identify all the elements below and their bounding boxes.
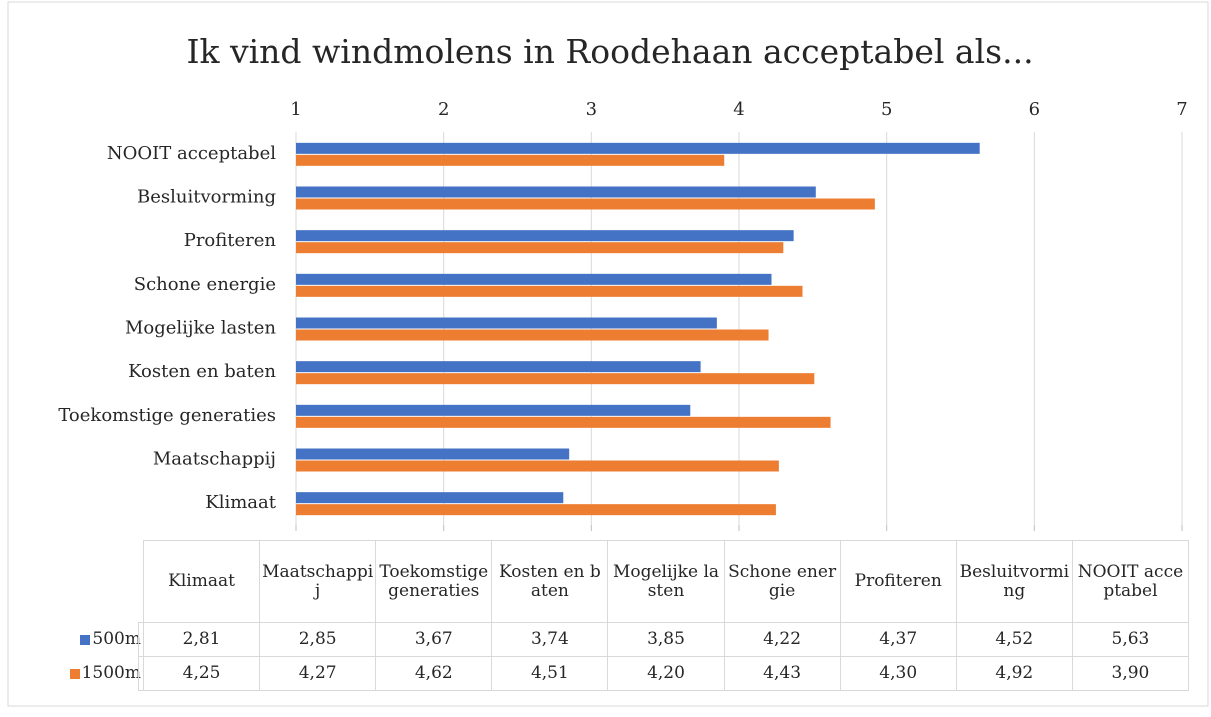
bar bbox=[296, 230, 794, 242]
legend-swatch bbox=[69, 668, 80, 679]
table-cell: 4,43 bbox=[723, 656, 841, 691]
y-tick-label: NOOIT acceptabel bbox=[107, 143, 276, 164]
x-tick-label: 7 bbox=[1176, 99, 1187, 120]
table-header: Schone energie bbox=[723, 540, 841, 623]
table-cell: 4,51 bbox=[491, 656, 609, 691]
y-tick-label: Toekomstige generaties bbox=[58, 405, 276, 426]
legend-swatch bbox=[80, 634, 91, 645]
x-tick-label: 1 bbox=[290, 99, 301, 120]
legend-label: 1500m bbox=[81, 663, 141, 683]
bar bbox=[296, 186, 816, 198]
table-cell: 4,52 bbox=[955, 622, 1073, 657]
y-tick-label: Klimaat bbox=[205, 492, 276, 513]
bar bbox=[296, 285, 803, 297]
table-header: Mogelijke lasten bbox=[607, 540, 725, 623]
x-tick-label: 2 bbox=[438, 99, 449, 120]
bar bbox=[296, 317, 717, 329]
bar bbox=[296, 142, 980, 154]
bar bbox=[296, 361, 701, 373]
x-tick-label: 3 bbox=[586, 99, 597, 120]
bar bbox=[296, 154, 725, 166]
table-cell: 4,22 bbox=[723, 622, 841, 657]
y-tick-label: Mogelijke lasten bbox=[125, 318, 276, 339]
table-cell: 4,30 bbox=[839, 656, 957, 691]
y-tick-label: Profiteren bbox=[184, 230, 277, 251]
table-cell: 2,81 bbox=[143, 622, 261, 657]
bar bbox=[296, 373, 815, 385]
y-tick-label: Schone energie bbox=[134, 274, 276, 295]
x-tick-label: 5 bbox=[881, 99, 892, 120]
table-cell: 3,74 bbox=[491, 622, 609, 657]
chart-title: Ik vind windmolens in Roodehaan acceptab… bbox=[186, 32, 1033, 71]
bar bbox=[296, 416, 831, 428]
y-tick-label: Besluitvorming bbox=[137, 187, 276, 208]
table-header: Kosten en baten bbox=[491, 540, 609, 623]
y-tick-label: Kosten en baten bbox=[128, 361, 276, 382]
legend-label: 500m bbox=[92, 629, 141, 649]
bar bbox=[296, 198, 875, 210]
bar bbox=[296, 448, 570, 460]
table-header: Toekomstige generaties bbox=[375, 540, 493, 623]
bar bbox=[296, 492, 564, 504]
table-header: Besluitvorming bbox=[955, 540, 1073, 623]
table-cell: 4,62 bbox=[375, 656, 493, 691]
chart-border bbox=[7, 1, 1209, 707]
table-header: NOOIT acceptabel bbox=[1071, 540, 1189, 623]
table-cell: 3,67 bbox=[375, 622, 493, 657]
legend-entry: 1500m bbox=[20, 656, 143, 691]
table-header: Klimaat bbox=[143, 540, 261, 623]
bar bbox=[296, 460, 779, 472]
x-tick-label: 4 bbox=[733, 99, 744, 120]
table-cell: 4,37 bbox=[839, 622, 957, 657]
table-cell: 3,90 bbox=[1071, 656, 1189, 691]
table-cell: 4,92 bbox=[955, 656, 1073, 691]
row-border bbox=[138, 656, 144, 691]
table-cell: 5,63 bbox=[1071, 622, 1189, 657]
bar bbox=[296, 404, 691, 416]
table-cell: 4,25 bbox=[143, 656, 261, 691]
legend-entry: 500m bbox=[20, 622, 143, 657]
bar bbox=[296, 329, 769, 341]
table-cell: 4,20 bbox=[607, 656, 725, 691]
bar bbox=[296, 273, 772, 285]
x-tick-label: 6 bbox=[1029, 99, 1040, 120]
table-cell: 3,85 bbox=[607, 622, 725, 657]
table-cell: 4,27 bbox=[259, 656, 377, 691]
bar bbox=[296, 504, 776, 516]
table-cell: 2,85 bbox=[259, 622, 377, 657]
y-tick-label: Maatschappij bbox=[153, 449, 276, 470]
table-header: Maatschappij bbox=[259, 540, 377, 623]
table-header: Profiteren bbox=[839, 540, 957, 623]
bar bbox=[296, 242, 784, 254]
